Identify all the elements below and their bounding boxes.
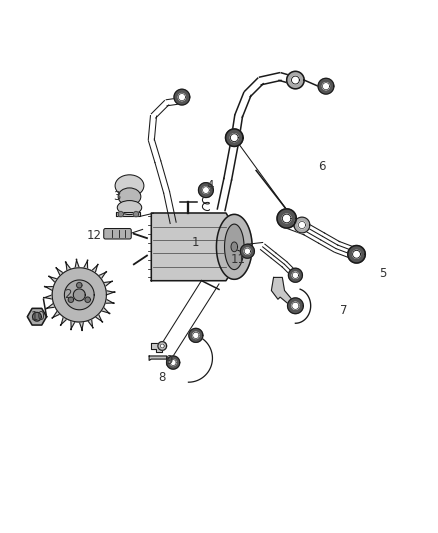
Polygon shape	[277, 209, 296, 228]
Polygon shape	[291, 76, 299, 84]
Polygon shape	[202, 187, 209, 193]
Polygon shape	[52, 268, 106, 322]
Polygon shape	[189, 328, 203, 342]
Text: 2: 2	[65, 288, 72, 301]
Polygon shape	[244, 248, 251, 254]
Polygon shape	[27, 309, 46, 325]
Polygon shape	[158, 342, 166, 350]
Polygon shape	[151, 343, 162, 352]
Polygon shape	[231, 242, 237, 252]
Polygon shape	[174, 89, 190, 105]
Text: 6: 6	[318, 159, 325, 173]
Text: 8: 8	[159, 372, 166, 384]
Polygon shape	[64, 280, 94, 310]
Polygon shape	[240, 244, 254, 258]
Polygon shape	[198, 183, 213, 198]
Polygon shape	[178, 94, 185, 101]
Polygon shape	[32, 312, 41, 321]
Polygon shape	[73, 289, 85, 301]
Polygon shape	[289, 268, 302, 282]
Polygon shape	[225, 224, 244, 270]
Polygon shape	[298, 222, 305, 229]
Polygon shape	[230, 134, 238, 142]
Polygon shape	[117, 212, 141, 216]
Text: 3: 3	[113, 190, 120, 203]
Polygon shape	[68, 297, 74, 302]
Polygon shape	[226, 129, 243, 147]
Polygon shape	[166, 356, 180, 369]
Polygon shape	[118, 212, 124, 217]
Ellipse shape	[118, 188, 141, 205]
Text: 1: 1	[191, 236, 199, 249]
Polygon shape	[134, 212, 139, 217]
Polygon shape	[216, 214, 252, 279]
Polygon shape	[292, 272, 299, 278]
Polygon shape	[318, 78, 334, 94]
Polygon shape	[353, 251, 360, 258]
Text: 11: 11	[231, 254, 246, 266]
Polygon shape	[283, 214, 291, 223]
Polygon shape	[77, 282, 82, 288]
Polygon shape	[288, 298, 303, 313]
Text: 9: 9	[165, 354, 173, 367]
Polygon shape	[149, 356, 173, 365]
Ellipse shape	[115, 175, 144, 197]
Polygon shape	[292, 302, 299, 309]
Polygon shape	[151, 213, 234, 281]
Polygon shape	[272, 277, 295, 308]
Text: 10: 10	[30, 310, 45, 323]
Polygon shape	[170, 360, 176, 366]
Polygon shape	[322, 83, 329, 90]
Polygon shape	[294, 217, 310, 233]
Polygon shape	[85, 297, 90, 302]
Text: 7: 7	[340, 304, 347, 317]
Polygon shape	[348, 246, 365, 263]
Polygon shape	[43, 259, 115, 330]
Ellipse shape	[117, 200, 142, 215]
Polygon shape	[193, 332, 199, 338]
Polygon shape	[287, 71, 304, 89]
Text: 4: 4	[207, 179, 214, 192]
FancyBboxPatch shape	[104, 229, 131, 239]
Text: 12: 12	[87, 229, 102, 243]
Text: 5: 5	[379, 266, 386, 279]
Polygon shape	[160, 344, 164, 348]
